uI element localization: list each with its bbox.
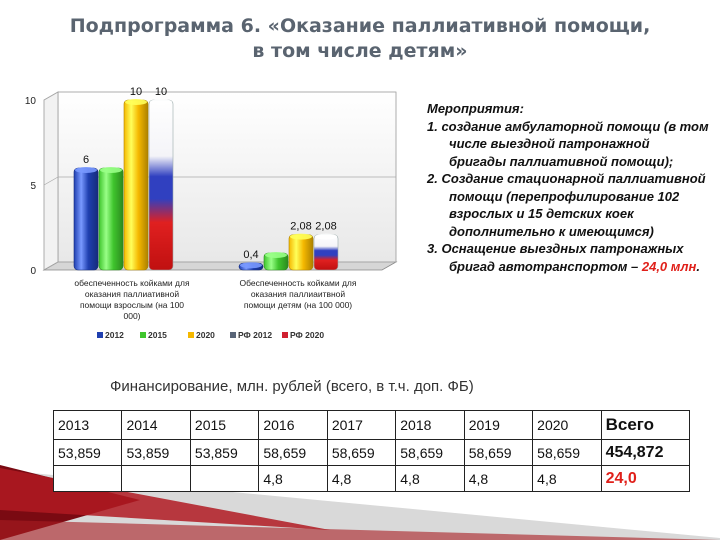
table-cell xyxy=(189,465,260,492)
legend-label: РФ 2020 xyxy=(290,330,324,340)
table-row: 4,8 4,8 4,8 4,8 4,8 24,0 xyxy=(52,465,691,492)
legend-swatch xyxy=(97,332,103,338)
table-cell: 58,659 xyxy=(258,439,328,466)
data-label: 2,08 xyxy=(290,221,311,233)
table-cell: 4,8 xyxy=(463,465,534,492)
bar-top xyxy=(100,167,122,173)
header-cell: 2015 xyxy=(189,410,260,440)
bar-top xyxy=(75,167,97,173)
legend-swatch xyxy=(140,332,146,338)
gridline xyxy=(43,261,59,271)
legend-label: 2015 xyxy=(148,330,167,340)
measure-item-2: 2. Создание стационарной паллиативной по… xyxy=(427,171,706,239)
measure-item-3-suffix: . xyxy=(696,258,700,274)
table-cell-total: 454,872 xyxy=(600,439,691,466)
table-cell: 58,659 xyxy=(463,439,534,466)
page-title-line1: Подпрограмма 6. «Оказание паллиативной п… xyxy=(69,15,651,37)
bar-top xyxy=(240,262,262,269)
data-label: 6 xyxy=(83,154,89,166)
bar-chart: 0 5 10 6 0,4 10 2,08 10 2,08 обеспеченность койка… xyxy=(25,86,398,340)
y-tick-label: 10 xyxy=(25,96,37,107)
table-cell xyxy=(121,465,191,492)
measure-item-1: 1. создание амбулаторной помощи (в том ч… xyxy=(427,118,709,169)
bar xyxy=(313,234,339,271)
table-cell: 58,659 xyxy=(532,439,602,466)
header-cell-total: Всего xyxy=(600,410,691,440)
header-cell: 2013 xyxy=(52,410,123,440)
table-cell: 53,859 xyxy=(52,439,123,466)
header-cell: 2014 xyxy=(121,410,191,440)
data-label: 0,4 xyxy=(243,249,258,261)
bar-top xyxy=(150,99,172,105)
category-label: помощи взрослым (на 100 xyxy=(80,300,184,310)
bar xyxy=(73,167,99,271)
financing-table: 2013 2014 2015 2016 2017 2018 2019 2020 … xyxy=(52,410,691,492)
bar xyxy=(98,167,124,271)
page-title-line2: в том числе детям» xyxy=(252,40,468,62)
table-row: 53,859 53,859 53,859 58,659 58,659 58,65… xyxy=(52,439,691,466)
table-cell: 4,8 xyxy=(395,465,465,492)
category-label: обеспеченность койками для xyxy=(74,278,190,288)
bar-top xyxy=(265,252,287,258)
legend-label: 2012 xyxy=(105,330,124,340)
data-label: 10 xyxy=(155,86,167,98)
category-label: 000) xyxy=(123,311,140,321)
gridline xyxy=(43,91,59,101)
table-cell: 53,859 xyxy=(121,439,191,466)
bar-top xyxy=(290,233,312,240)
bar xyxy=(288,234,314,271)
header-cell: 2018 xyxy=(395,410,465,440)
category-label: оказания паллиативной xyxy=(85,289,179,299)
table-cell: 4,8 xyxy=(532,465,602,492)
table-cell: 4,8 xyxy=(326,465,397,492)
y-tick-label: 5 xyxy=(30,181,36,192)
table-header-row: 2013 2014 2015 2016 2017 2018 2019 2020 … xyxy=(52,410,691,440)
table-cell: 53,859 xyxy=(189,439,260,466)
bar xyxy=(123,99,149,271)
gridline xyxy=(43,176,59,186)
table-cell xyxy=(52,465,123,492)
legend-swatch xyxy=(230,332,236,338)
data-label: 2,08 xyxy=(315,221,336,233)
header-cell: 2017 xyxy=(326,410,397,440)
measures-heading: Мероприятия: xyxy=(427,101,524,116)
bar-top xyxy=(125,99,147,105)
financing-caption: Финансирование, млн. рублей (всего, в т.… xyxy=(110,378,474,395)
legend-swatch xyxy=(188,332,194,338)
header-cell: 2020 xyxy=(532,410,602,440)
data-label: 10 xyxy=(130,86,142,98)
header-cell: 2016 xyxy=(258,410,328,440)
y-tick-label: 0 xyxy=(30,266,36,277)
page-title: Подпрограмма 6. «Оказание паллиативной п… xyxy=(0,14,720,64)
measure-item-3-text: 3. Оснащение выездных патронажных бригад… xyxy=(427,241,684,274)
bar xyxy=(148,99,174,271)
category-label: Обеспеченность койками для xyxy=(239,278,356,288)
measure-item-3: 3. Оснащение выездных патронажных бригад… xyxy=(427,240,709,275)
legend-label: 2020 xyxy=(196,330,215,340)
category-label: оказания паллиаитвной xyxy=(251,289,346,299)
table-cell: 58,659 xyxy=(326,439,397,466)
category-label: помощи детям (на 100 000) xyxy=(244,300,352,310)
measure-item-3-amount: 24,0 млн xyxy=(641,258,697,274)
measures-list: Мероприятия: 1. создание амбулаторной по… xyxy=(427,100,709,275)
table-cell: 4,8 xyxy=(258,465,328,492)
table-cell: 58,659 xyxy=(395,439,465,466)
bar-top xyxy=(315,233,337,240)
legend-label: РФ 2012 xyxy=(238,330,272,340)
header-cell: 2019 xyxy=(463,410,534,440)
table-cell-total: 24,0 xyxy=(600,465,691,492)
legend-swatch xyxy=(282,332,288,338)
